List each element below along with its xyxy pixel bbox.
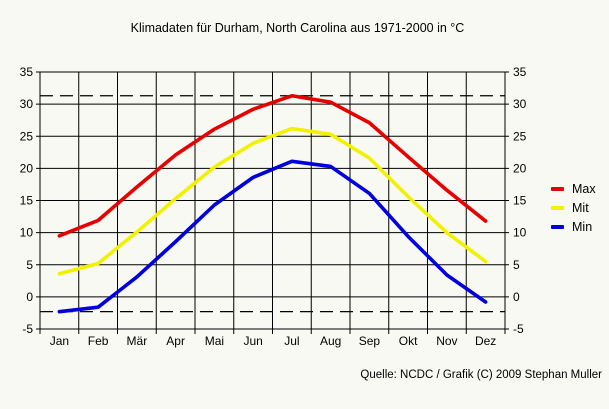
y-tick-label-right: 0 [513, 290, 520, 304]
y-tick-label-right: 25 [513, 129, 527, 143]
month-label: Jan [50, 334, 69, 348]
legend-label-max: Max [572, 181, 596, 196]
legend-item-min: Min [551, 217, 596, 236]
legend-swatch-mit-icon [551, 205, 564, 210]
legend-swatch-min-icon [551, 224, 564, 229]
month-label: Jul [284, 334, 299, 348]
month-label: Feb [88, 334, 109, 348]
y-tick-label-right: 30 [513, 97, 527, 111]
month-label: Aug [320, 334, 341, 348]
x-axis-labels: Jan Feb Mär Apr Mai Jun Jul Aug Sep Okt Nov Dez [50, 334, 497, 348]
legend-item-max: Max [551, 179, 596, 198]
month-label: Apr [166, 334, 185, 348]
series-line-max [57, 93, 488, 238]
y-tick-label-right: 10 [513, 226, 527, 240]
y-tick-label-left: 30 [20, 97, 34, 111]
y-tick-label-left: -5 [22, 322, 33, 336]
y-tick-label-left: 20 [20, 161, 34, 175]
y-tick-label-right: 35 [513, 65, 527, 79]
month-label: Mai [205, 334, 224, 348]
legend-label-min: Min [572, 219, 593, 234]
y-tick-label-right: 15 [513, 194, 527, 208]
source-credit: Quelle: NCDC / Grafik (C) 2009 Stephan M… [360, 369, 602, 381]
series-line-min [57, 159, 488, 314]
y-tick-label-left: 35 [20, 65, 34, 79]
legend-item-mit: Mit [551, 198, 596, 217]
y-tick-label-right: 20 [513, 161, 527, 175]
month-label: Mär [127, 334, 148, 348]
month-label: Dez [475, 334, 496, 348]
y-axis-labels: 35 35 30 30 25 25 20 20 15 15 10 10 5 5 0 0 -5 -5 [20, 65, 527, 336]
y-tick-label-left: 5 [26, 258, 33, 272]
y-tick-label-left: 10 [20, 226, 34, 240]
chart-title: Klimadaten für Durham, North Carolina au… [130, 21, 465, 35]
month-label: Nov [436, 334, 457, 348]
series-line-mit [57, 126, 488, 276]
legend-swatch-max-icon [551, 186, 564, 191]
legend-label-mit: Mit [572, 200, 589, 215]
y-tick-label-left: 0 [26, 290, 33, 304]
y-tick-label-left: 15 [20, 194, 34, 208]
y-tick-label-right: 5 [513, 258, 520, 272]
plot-gridlines [39, 71, 506, 330]
y-tick-label-left: 25 [20, 129, 34, 143]
chart-legend: Max Mit Min [551, 179, 596, 236]
month-label: Okt [399, 334, 418, 348]
dashed-reference-lines [40, 95, 505, 313]
month-label: Jun [243, 334, 262, 348]
y-tick-label-right: -5 [513, 322, 524, 336]
month-label: Sep [359, 334, 381, 348]
axis-ticks [36, 71, 509, 334]
